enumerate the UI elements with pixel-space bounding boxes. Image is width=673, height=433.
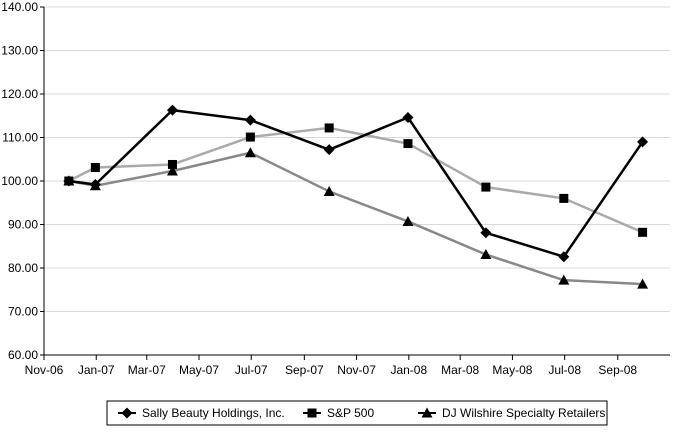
data-point-square bbox=[90, 163, 100, 173]
data-point-diamond bbox=[244, 114, 256, 126]
y-tick-label: 120.00 bbox=[1, 87, 38, 101]
data-point-triangle bbox=[323, 185, 335, 196]
x-tick-label: Jan-07 bbox=[78, 363, 115, 377]
series-lines bbox=[63, 104, 649, 289]
data-point-diamond bbox=[402, 111, 414, 123]
x-tick-label: Sep-08 bbox=[598, 363, 637, 377]
data-point-diamond bbox=[63, 175, 75, 187]
x-tick-label: Jul-07 bbox=[235, 363, 268, 377]
y-tick-label: 140.00 bbox=[1, 0, 38, 14]
x-tick-label: Jul-08 bbox=[548, 363, 581, 377]
x-tick-label: Nov-07 bbox=[337, 363, 376, 377]
y-tick-label: 90.00 bbox=[8, 218, 38, 232]
x-tick-label: Nov-06 bbox=[25, 363, 64, 377]
series-line-square bbox=[68, 126, 644, 234]
data-point-triangle bbox=[637, 278, 649, 289]
data-point-triangle bbox=[402, 215, 414, 226]
gridlines bbox=[44, 6, 670, 312]
data-point-diamond bbox=[637, 136, 649, 148]
data-point-triangle bbox=[480, 249, 492, 260]
data-point-square bbox=[167, 159, 177, 169]
x-tick-label: May-07 bbox=[179, 363, 219, 377]
y-tick-label: 80.00 bbox=[8, 261, 38, 275]
legend-marker-diamond bbox=[121, 407, 133, 419]
data-point-square bbox=[245, 132, 255, 142]
legend-box bbox=[106, 400, 608, 426]
x-tick-label: Mar-07 bbox=[128, 363, 166, 377]
x-tick-label: May-08 bbox=[492, 363, 532, 377]
legend-label: DJ Wilshire Specialty Retailers bbox=[442, 406, 605, 420]
y-tick-label: 110.00 bbox=[2, 131, 38, 145]
legend: Sally Beauty Holdings, Inc. S&P 500 DJ Wil… bbox=[106, 400, 608, 426]
y-tick-label: 100.00 bbox=[1, 174, 38, 188]
data-point-diamond bbox=[166, 104, 178, 116]
y-tick-label: 70.00 bbox=[8, 305, 38, 319]
data-point-diamond bbox=[323, 144, 335, 156]
data-point-square bbox=[559, 193, 569, 203]
data-point-square bbox=[403, 139, 413, 149]
data-point-diamond bbox=[89, 178, 101, 190]
data-point-triangle bbox=[166, 165, 178, 176]
axes: 60.00 70.00 80.00 90.00 100.00 110.00 120.00 13… bbox=[1, 0, 670, 377]
data-point-triangle bbox=[558, 274, 570, 285]
data-point-square bbox=[481, 182, 491, 192]
data-point-square bbox=[324, 123, 334, 133]
legend-marker-square bbox=[307, 408, 317, 418]
y-tick-label: 130.00 bbox=[1, 44, 38, 58]
legend-label: Sally Beauty Holdings, Inc. bbox=[142, 406, 285, 420]
data-point-square bbox=[638, 227, 648, 237]
data-point-diamond bbox=[558, 251, 570, 263]
series-line-triangle bbox=[68, 151, 643, 286]
y-tick-label: 60.00 bbox=[8, 348, 38, 362]
x-tick-label: Sep-07 bbox=[285, 363, 324, 377]
legend-marker-triangle bbox=[421, 407, 433, 418]
data-point-diamond bbox=[480, 227, 492, 239]
x-tick-label: Jan-08 bbox=[390, 363, 427, 377]
x-tick-label: Mar-08 bbox=[441, 363, 479, 377]
data-point-triangle bbox=[244, 147, 256, 158]
legend-label: S&P 500 bbox=[327, 406, 374, 420]
